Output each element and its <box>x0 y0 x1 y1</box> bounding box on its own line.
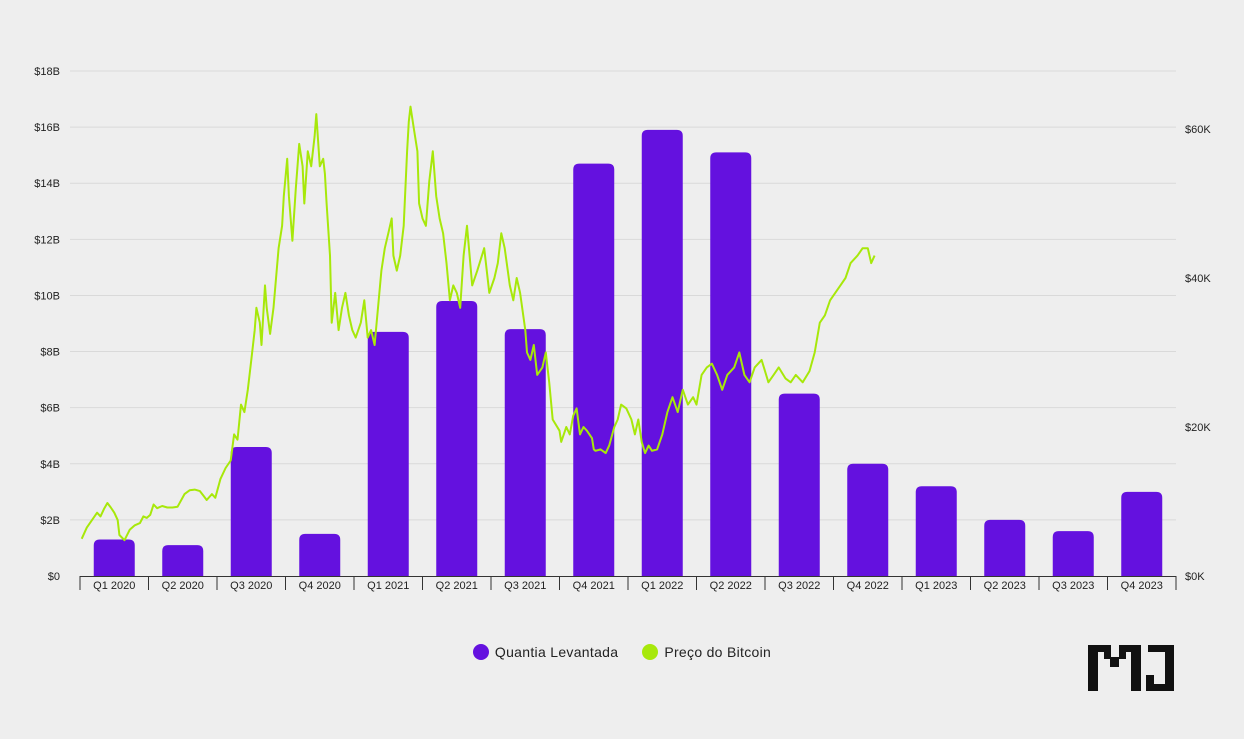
bar <box>162 545 204 576</box>
legend-swatch-purple <box>472 644 489 660</box>
bar <box>230 446 272 576</box>
y-right-tick-label: $20K <box>1185 422 1211 434</box>
x-tick-label: Q4 2021 <box>573 580 615 592</box>
bar <box>847 463 889 576</box>
x-tick-label: Q2 2020 <box>162 580 204 592</box>
mj-logo-icon <box>1088 645 1174 691</box>
bar <box>436 301 478 576</box>
bar <box>1121 491 1163 576</box>
legend-label: Preço do Bitcoin <box>664 644 772 660</box>
x-tick-label: Q2 2021 <box>436 580 478 592</box>
y-left-tick-label: $2B <box>40 515 60 527</box>
legend-swatch-green <box>642 644 659 660</box>
bar <box>1052 531 1094 576</box>
y-right-tick-label: $60K <box>1185 124 1211 136</box>
bar <box>641 129 683 576</box>
y-left-tick-label: $18B <box>34 66 60 78</box>
x-tick-label: Q3 2023 <box>1052 580 1094 592</box>
x-tick-label: Q1 2021 <box>367 580 409 592</box>
y-left-tick-label: $10B <box>34 290 60 302</box>
bar <box>710 152 752 576</box>
bar <box>299 533 341 576</box>
y-left-tick-label: $4B <box>40 459 60 471</box>
y-left-tick-label: $6B <box>40 403 60 415</box>
legend: Quantia Levantada Preço do Bitcoin <box>0 644 1244 660</box>
x-tick-label: Q2 2023 <box>984 580 1026 592</box>
bar <box>504 329 546 576</box>
x-tick-label: Q1 2023 <box>915 580 957 592</box>
x-tick-label: Q3 2022 <box>778 580 820 592</box>
bar <box>573 163 615 577</box>
bar <box>984 519 1026 576</box>
y-right-tick-label: $0K <box>1185 571 1205 583</box>
y-left-tick-label: $16B <box>34 122 60 134</box>
x-tick-label: Q3 2021 <box>504 580 546 592</box>
y-left-tick-label: $14B <box>34 178 60 190</box>
legend-item-amount-raised[interactable]: Quantia Levantada <box>472 644 619 660</box>
bitcoin-price-line <box>80 105 876 542</box>
axes: $0 $2B $4B $6B $8B $10B $12B $14B $16B $18B $0K $20… <box>34 66 1211 592</box>
x-tick-label: Q1 2022 <box>641 580 683 592</box>
y-left-tick-label: $12B <box>34 234 60 246</box>
x-tick-label: Q4 2022 <box>847 580 889 592</box>
bar <box>915 486 957 576</box>
x-tick-label: Q1 2020 <box>93 580 135 592</box>
x-tick-label: Q4 2023 <box>1121 580 1163 592</box>
legend-item-bitcoin-price[interactable]: Preço do Bitcoin <box>642 644 771 660</box>
bar <box>367 331 409 576</box>
y-left-tick-label: $8B <box>40 347 60 359</box>
bars <box>93 129 1163 577</box>
y-right-tick-label: $40K <box>1185 273 1211 285</box>
bar <box>778 393 820 576</box>
legend-label: Quantia Levantada <box>494 644 619 660</box>
x-tick-label: Q4 2020 <box>299 580 341 592</box>
x-tick-label: Q3 2020 <box>230 580 272 592</box>
x-tick-label: Q2 2022 <box>710 580 752 592</box>
price-line-layer <box>80 105 876 542</box>
y-left-tick-label: $0 <box>48 571 60 583</box>
bar <box>93 539 135 576</box>
